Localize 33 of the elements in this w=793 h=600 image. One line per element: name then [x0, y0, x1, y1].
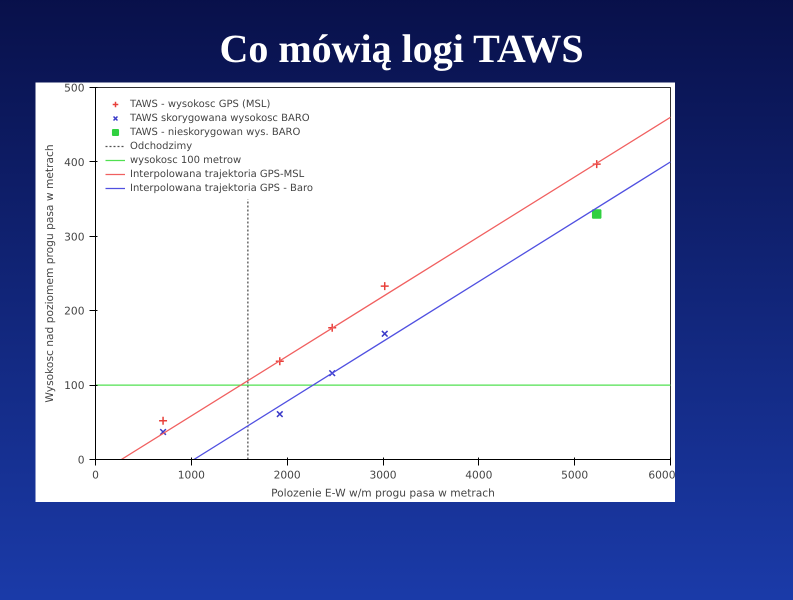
legend-label: Interpolowana trajektoria GPS-MSL — [130, 168, 304, 180]
y-tick-label: 400 — [64, 156, 85, 170]
point — [275, 356, 285, 366]
legend-label: TAWS - wysokosc GPS (MSL) — [130, 98, 270, 110]
x-tick-label: 1000 — [178, 468, 206, 482]
legend-label: wysokosc 100 metrow — [130, 154, 242, 166]
point — [276, 410, 284, 418]
y-tick-label: 300 — [64, 230, 85, 244]
chart-title: Co mówią logi TAWS — [219, 25, 584, 73]
point — [592, 160, 602, 170]
y-tick-label: 500 — [64, 82, 85, 95]
x-tick-label: 0 — [92, 468, 100, 482]
x-tick-label: 2000 — [274, 468, 301, 482]
x-tick-label: 5000 — [561, 468, 588, 482]
legend-label: TAWS skorygowana wysokosc BARO — [130, 112, 310, 124]
legend-label: Interpolowana trajektoria GPS - Baro — [130, 182, 313, 194]
x-tick-label: 6000 — [648, 468, 676, 482]
legend-label: Odchodzimy — [130, 140, 192, 152]
x-axis-title: Polozenie E-W w/m progu pasa w metrach — [271, 486, 495, 500]
point — [380, 282, 390, 292]
x-tick-label: 3000 — [369, 468, 397, 482]
y-tick-label: 100 — [64, 379, 85, 392]
point — [327, 323, 337, 333]
point — [328, 370, 336, 377]
point — [381, 330, 388, 338]
legend-label: TAWS - nieskorygowan wys. BARO — [130, 126, 300, 138]
y-tick-label: 0 — [78, 454, 85, 467]
x-tick-label: 4000 — [465, 468, 493, 482]
point — [159, 428, 167, 436]
point — [158, 416, 168, 426]
y-tick-label: 200 — [64, 304, 85, 318]
y-axis-title: Wysokosc nad poziomem progu pasa w metrach — [43, 144, 56, 403]
point — [592, 209, 602, 219]
